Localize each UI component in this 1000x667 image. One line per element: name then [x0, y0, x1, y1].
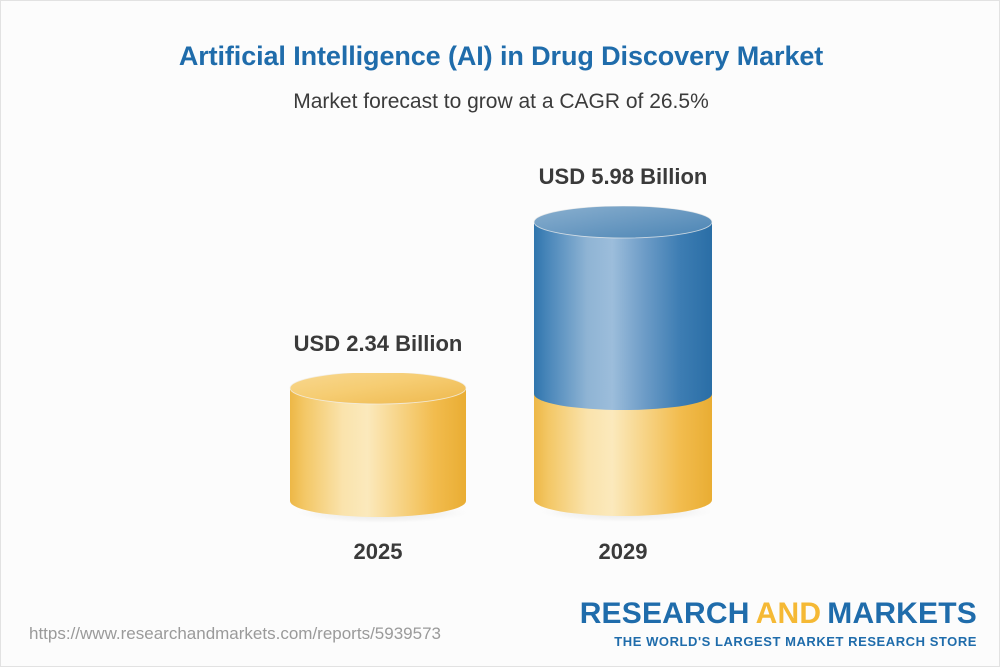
cylinder-segment-base-2029	[534, 394, 712, 516]
bar-cylinder-2029	[533, 206, 715, 523]
value-label-2029: USD 5.98 Billion	[538, 164, 708, 189]
cylinder-top-2025	[290, 373, 466, 404]
cylinder-top-rim-2025	[289, 373, 467, 405]
cylinder-segment-top-2029	[534, 222, 712, 410]
brand-logo: RESEARCH AND MARKETS THE WORLD'S LARGEST M…	[580, 599, 977, 649]
category-label-2025: 2025	[353, 539, 403, 564]
bar-cylinder-2025	[289, 373, 469, 524]
report-url[interactable]: https://www.researchandmarkets.com/repor…	[29, 624, 441, 643]
page-title: Artificial Intelligence (AI) in Drug Dis…	[178, 41, 824, 71]
logo-word-research: RESEARCH	[579, 597, 750, 630]
chart-subtitle: Market forecast to grow at a CAGR of 26.…	[293, 90, 709, 113]
category-label-2029: 2029	[598, 539, 648, 564]
logo-word-markets: MARKETS	[827, 597, 977, 630]
value-label-2025: USD 2.34 Billion	[293, 331, 463, 356]
cylinder-top-rim-2029	[533, 206, 713, 239]
logo-wordmark: RESEARCH AND MARKETS	[580, 599, 977, 629]
cylinder-body-2025	[290, 388, 466, 517]
cylinder-top-2029	[534, 206, 712, 238]
logo-word-and: AND	[755, 597, 822, 630]
logo-tagline: THE WORLD'S LARGEST MARKET RESEARCH STOR…	[614, 634, 977, 649]
plot-area: USD 2.34 Billion	[1, 1, 999, 601]
